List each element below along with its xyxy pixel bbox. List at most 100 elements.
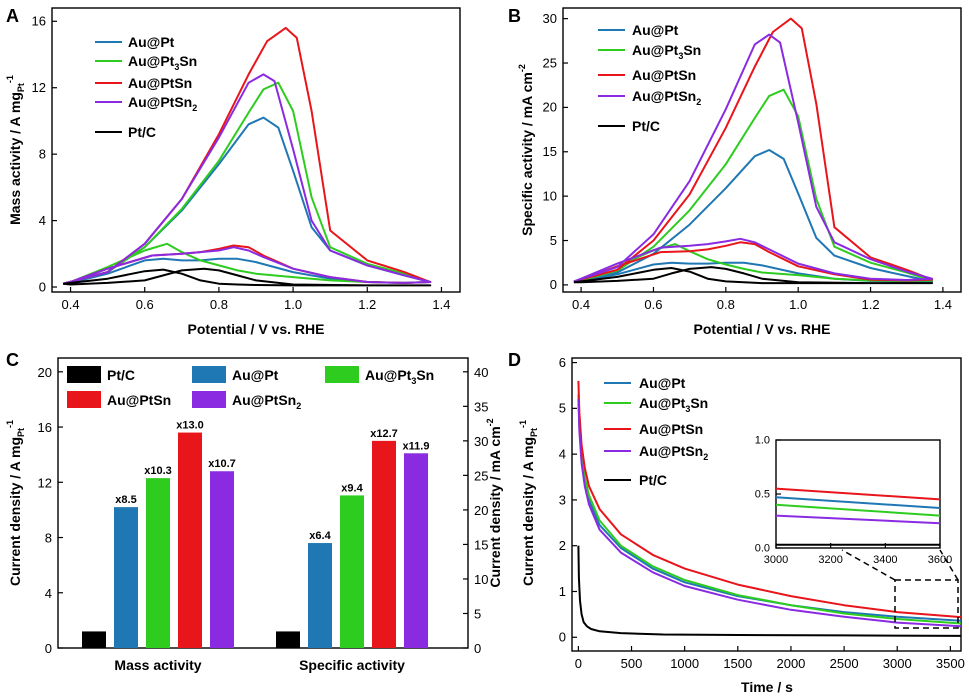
d-inset-series-au-ptsn: [775, 487, 941, 501]
legend-b-ptc: Pt/C: [632, 118, 660, 134]
c-ytick-right-label-4: 20: [474, 503, 488, 518]
c-bar-label-mass-activity-au-ptsn: x13.0: [176, 420, 204, 432]
b-xtick-label-0: 0.4: [572, 297, 590, 312]
a-xtick-label-5: 1.4: [432, 297, 450, 312]
b-xtick-label-1: 0.6: [644, 297, 662, 312]
a-series-au-pt3sn: [62, 81, 432, 285]
c-bar-mass-activity-pt-c: [82, 631, 106, 648]
panel-a-series: [62, 26, 432, 287]
d-inset-series-au-pt: [775, 496, 941, 509]
b-ytick-label-1: 5: [550, 233, 557, 248]
panel-b: B 0.4 0.6 0.8 1.0 1.2 1.4 0 5 10 15 20 25 30 Potenti…: [508, 6, 962, 337]
a-ytick-label-0: 0: [39, 279, 46, 294]
a-xtick-label-4: 1.2: [358, 297, 376, 312]
d-ytick-label-4: 4: [559, 446, 566, 461]
legend-d-ptc: Pt/C: [639, 472, 667, 488]
panel-d-letter: D: [508, 350, 521, 370]
inset-series: [775, 487, 941, 546]
panel-b-frame: [562, 7, 962, 293]
legend-c-pt3sn: Au@Pt3Sn: [365, 367, 434, 386]
a-ytick-label-4: 16: [32, 14, 46, 29]
panel-b-xlabel: Potential / V vs. RHE: [694, 321, 831, 337]
c-ytick-right-label-5: 25: [474, 468, 488, 483]
c-ytick-label-0: 0: [45, 641, 52, 656]
panel-c: C 0 4 8 12 16 20 0 5 10 15 20 25 30 35 40 Mass activity…: [5, 350, 503, 673]
a-ytick-label-3: 12: [32, 80, 46, 95]
d-series-pt-c: [577, 545, 962, 637]
c-category-label-0: Mass activity: [114, 657, 201, 673]
legend-a-pt: Au@Pt: [128, 34, 175, 50]
panel-a-xlabel: Potential / V vs. RHE: [188, 321, 325, 337]
panel-d-ticks: 0 500 1000 1500 2000 2500 3000 3500 0 1 2 3 4 5 6: [559, 355, 965, 671]
a-series-au-ptsn2: [62, 73, 432, 285]
b-series-au-pt3sn: [573, 88, 934, 284]
a-series-pt-c: [62, 267, 432, 287]
c-bar-label-mass-activity-au-pt: x8.5: [115, 494, 136, 506]
legend-a-ptsn2: Au@PtSn2: [128, 94, 197, 113]
c-bar-label-mass-activity-au-ptsn2: x10.7: [208, 458, 236, 470]
legend-c-pt3sn-swatch: [325, 366, 359, 383]
c-bar-label-specific-activity-au-ptsn: x12.7: [370, 428, 398, 440]
legend-c-ptsn2-swatch: [192, 391, 226, 408]
c-ytick-right-label-1: 5: [474, 606, 481, 621]
panel-c-ylabel: Current density / A mgPt-1: [5, 420, 26, 586]
legend-b-pt3sn: Au@Pt3Sn: [632, 42, 701, 61]
legend-b-pt: Au@Pt: [632, 22, 679, 38]
b-series-au-ptsn2: [573, 33, 934, 283]
legend-d-ptsn: Au@PtSn: [639, 421, 703, 437]
panel-a-letter: A: [6, 6, 19, 26]
c-bar-label-specific-activity-au-ptsn2: x11.9: [403, 440, 430, 452]
panel-c-legend: Pt/C Au@Pt Au@Pt3Sn Au@PtSn Au@PtSn2: [67, 366, 434, 411]
d-inset-series-au-pt3sn: [775, 503, 941, 517]
c-ytick-right-label-3: 15: [474, 537, 488, 552]
c-ytick-right-label-7: 35: [474, 399, 488, 414]
d-series-au-ptsn: [577, 380, 962, 619]
c-bar-mass-activity-au-ptsn2: [210, 471, 234, 648]
inset-connector-left: [841, 549, 896, 581]
c-bar-label-mass-activity-au-pt3sn: x10.3: [144, 465, 172, 477]
c-ytick-label-1: 4: [45, 586, 52, 601]
c-ytick-label-5: 20: [38, 365, 52, 380]
panel-c-ylabel-right: Current density / mA cm-2: [485, 418, 503, 587]
c-bar-label-specific-activity-au-pt: x6.4: [309, 530, 331, 542]
d-inset-ytick-label-2: 1.0: [755, 435, 770, 447]
legend-a-ptsn: Au@PtSn: [128, 75, 192, 91]
d-xtick-label-7: 3500: [936, 656, 965, 671]
legend-c-ptc: Pt/C: [107, 367, 135, 383]
panel-c-frame: [57, 357, 469, 649]
legend-c-ptsn2: Au@PtSn2: [232, 392, 301, 411]
legend-c-ptc-swatch: [67, 366, 101, 383]
d-ytick-label-3: 3: [559, 492, 566, 507]
c-bar-specific-activity-pt-c: [276, 631, 300, 648]
c-ytick-right-label-2: 10: [474, 572, 488, 587]
panel-a-ylabel: Mass activity / A mgPt-1: [5, 75, 26, 225]
c-ytick-label-2: 8: [45, 531, 52, 546]
a-xtick-label-1: 0.6: [136, 297, 154, 312]
panel-d-frame: [571, 357, 962, 652]
panel-d-series: [577, 380, 962, 637]
b-ytick-label-5: 25: [543, 55, 557, 70]
c-category-label-1: Specific activity: [299, 657, 405, 673]
a-ytick-label-2: 8: [39, 146, 46, 161]
c-bar-specific-activity-au-pt: [308, 543, 332, 648]
panel-d-xlabel: Time / s: [741, 679, 793, 695]
d-xtick-label-1: 500: [621, 656, 643, 671]
a-xtick-label-2: 0.8: [210, 297, 228, 312]
d-xtick-label-3: 1500: [723, 656, 752, 671]
inset-ticks: 3000 3200 3400 3600 0.0 0.5 1.0: [755, 435, 953, 566]
b-series-pt-c: [573, 266, 934, 285]
c-ytick-label-4: 16: [38, 420, 52, 435]
b-xtick-label-3: 1.0: [789, 297, 807, 312]
legend-d-ptsn2: Au@PtSn2: [639, 443, 708, 462]
d-inset-series-au-ptsn2: [775, 514, 941, 525]
c-ytick-right-label-6: 30: [474, 434, 488, 449]
c-ytick-label-3: 12: [38, 475, 52, 490]
panel-b-ylabel: Specific activity / mA cm-2: [517, 64, 535, 236]
panel-a: A 0.4 0.6 0.8 1.0 1.2 1.4 0 4 8 12 16 Potential / …: [5, 6, 461, 337]
b-ytick-label-4: 20: [543, 100, 557, 115]
panel-b-ticks: 0.4 0.6 0.8 1.0 1.2 1.4 0 5 10 15 20 25 30: [543, 11, 952, 312]
d-xtick-label-5: 2500: [830, 656, 859, 671]
c-ytick-right-label-0: 0: [474, 641, 481, 656]
legend-a-ptc: Pt/C: [128, 124, 156, 140]
b-xtick-label-4: 1.2: [862, 297, 880, 312]
